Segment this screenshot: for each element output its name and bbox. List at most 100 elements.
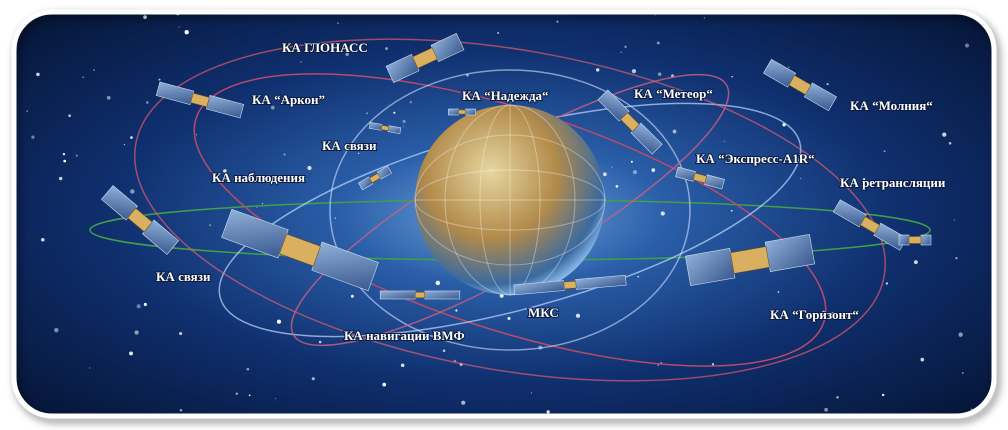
satellite bbox=[685, 233, 815, 287]
star bbox=[358, 152, 360, 155]
star bbox=[631, 69, 637, 74]
star bbox=[41, 237, 45, 242]
star bbox=[723, 140, 725, 142]
star bbox=[93, 69, 95, 71]
star bbox=[787, 66, 790, 69]
star bbox=[624, 45, 627, 49]
star bbox=[883, 150, 886, 153]
satellite bbox=[385, 33, 465, 83]
satellite bbox=[675, 166, 725, 190]
star bbox=[637, 275, 640, 278]
star bbox=[82, 76, 84, 78]
star bbox=[455, 309, 458, 312]
frame bbox=[11, 9, 997, 419]
solar-panel bbox=[465, 108, 476, 116]
star bbox=[350, 294, 354, 298]
star bbox=[958, 332, 963, 337]
star bbox=[385, 47, 388, 50]
star bbox=[261, 202, 264, 205]
satellite bbox=[832, 199, 908, 251]
star bbox=[672, 129, 677, 134]
star bbox=[961, 372, 964, 374]
star bbox=[507, 316, 511, 321]
star bbox=[400, 363, 405, 368]
label: КА навигации ВМФ bbox=[344, 328, 465, 343]
star bbox=[656, 41, 660, 45]
label: КА “Горизонт“ bbox=[770, 307, 859, 322]
label: КА “Надежда“ bbox=[462, 88, 549, 103]
star bbox=[88, 367, 91, 369]
star bbox=[283, 153, 286, 156]
star bbox=[575, 313, 581, 318]
satellite bbox=[898, 234, 932, 246]
star bbox=[824, 407, 828, 412]
star bbox=[651, 168, 656, 172]
label: КА наблюдения bbox=[212, 170, 305, 185]
star bbox=[246, 367, 250, 371]
satellite-body bbox=[369, 172, 381, 184]
star bbox=[435, 280, 441, 286]
star bbox=[130, 189, 135, 194]
star bbox=[822, 310, 826, 314]
star bbox=[461, 400, 466, 405]
star bbox=[730, 209, 733, 212]
star bbox=[63, 159, 67, 163]
star bbox=[31, 135, 35, 139]
star bbox=[382, 382, 387, 387]
star bbox=[366, 112, 369, 115]
label: КА ГЛОНАСС bbox=[282, 40, 368, 55]
satellite-body bbox=[279, 233, 321, 267]
star bbox=[256, 206, 258, 208]
star bbox=[442, 349, 446, 353]
star bbox=[393, 111, 396, 114]
satellite-body bbox=[563, 280, 577, 290]
star bbox=[62, 153, 66, 156]
satellite bbox=[513, 274, 627, 296]
solar-panel bbox=[898, 234, 910, 246]
satellite-body bbox=[908, 236, 922, 244]
star bbox=[16, 405, 20, 409]
satellite-body bbox=[458, 109, 466, 115]
star bbox=[337, 22, 339, 24]
star bbox=[920, 357, 925, 362]
star bbox=[660, 211, 665, 216]
star bbox=[223, 169, 227, 173]
satellite-body bbox=[859, 216, 881, 234]
star bbox=[196, 134, 198, 136]
star bbox=[334, 217, 336, 219]
star bbox=[300, 61, 302, 63]
star bbox=[235, 392, 238, 395]
star bbox=[26, 110, 28, 112]
star bbox=[603, 172, 607, 177]
satellite-body bbox=[412, 47, 438, 69]
star bbox=[145, 101, 149, 104]
satellite bbox=[101, 185, 179, 255]
satellite bbox=[379, 290, 461, 300]
label: КА ретрансляции bbox=[840, 175, 946, 190]
star bbox=[703, 17, 706, 19]
star bbox=[143, 15, 147, 19]
satellite-body bbox=[380, 124, 390, 132]
satellite bbox=[448, 108, 476, 116]
star bbox=[248, 394, 251, 397]
solar-panel bbox=[379, 290, 416, 300]
star bbox=[129, 351, 133, 356]
star bbox=[530, 392, 533, 394]
satellites bbox=[101, 33, 932, 300]
star bbox=[307, 165, 312, 171]
star bbox=[654, 14, 656, 16]
star bbox=[179, 408, 183, 412]
star bbox=[546, 410, 550, 414]
satellite bbox=[155, 81, 245, 119]
star bbox=[836, 396, 839, 399]
star bbox=[632, 170, 637, 175]
star bbox=[885, 282, 889, 285]
star bbox=[913, 260, 918, 265]
star bbox=[615, 184, 619, 188]
solar-panel bbox=[424, 290, 461, 300]
satellite-body bbox=[127, 207, 153, 233]
label: КА связи bbox=[156, 269, 211, 284]
star bbox=[274, 397, 276, 399]
star bbox=[54, 327, 59, 333]
